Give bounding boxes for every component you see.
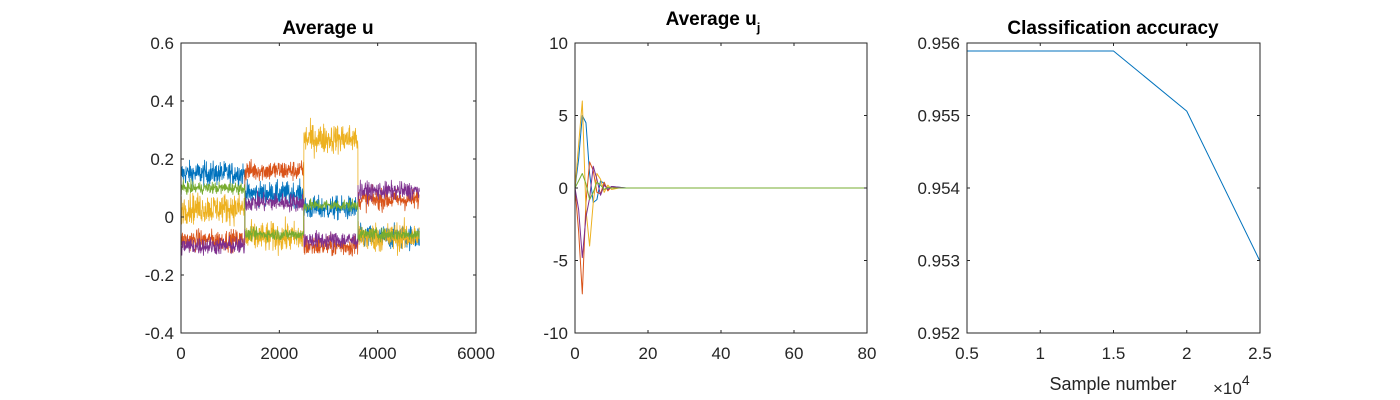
- y-tick-label: -0.4: [145, 324, 174, 343]
- multiplier-exponent: 4: [1242, 372, 1250, 388]
- axes-box: [180, 42, 477, 334]
- x-tick-label: 40: [712, 344, 731, 363]
- axes-box: [966, 42, 1261, 334]
- x-tick-label: 20: [639, 344, 658, 363]
- series-line-4: [180, 178, 420, 243]
- x-axis-multiplier: ×104: [1213, 372, 1250, 398]
- panel-classification-accuracy: Classification accuracy 0.5 1 1.5 2 2.5 0.952…: [917, 18, 1271, 398]
- x-tick-label: 1.5: [1102, 344, 1126, 363]
- x-axis-label: Sample number: [1049, 374, 1176, 394]
- ticks: 0.5 1 1.5 2 2.5 0.952 0.953 0.954 0.955 0.956: [917, 34, 1271, 363]
- panel-title: Average uj: [666, 9, 761, 35]
- y-tick-label: 0.2: [150, 150, 174, 169]
- series-line-3: [180, 179, 420, 256]
- y-tick-label: 0.956: [917, 34, 960, 53]
- x-tick-label: 2000: [260, 344, 298, 363]
- plot-lines: [967, 50, 1261, 262]
- y-tick-label: 5: [559, 107, 568, 126]
- x-tick-label: 0: [570, 344, 579, 363]
- plot-lines: [574, 100, 867, 295]
- x-tick-label: 0: [176, 344, 185, 363]
- ticks: 0 2000 4000 6000 -0.4 -0.2 0 0.2 0.4 0.6: [145, 34, 495, 363]
- series-line-0: [180, 159, 420, 252]
- series-line-0: [967, 50, 1261, 262]
- x-tick-label: 6000: [457, 344, 495, 363]
- panel-average-uj: Average uj 0 20 40 60 80 -10 -5 0 5 10: [543, 9, 876, 363]
- y-tick-label: 0.953: [917, 252, 960, 271]
- axes-box: [574, 42, 868, 334]
- panel-title: Classification accuracy: [1007, 18, 1219, 39]
- title-subscript: j: [756, 20, 761, 35]
- multiplier-base: ×10: [1213, 379, 1242, 398]
- y-tick-label: 0.6: [150, 34, 174, 53]
- ticks: 0 20 40 60 80 -10 -5 0 5 10: [543, 34, 876, 363]
- x-tick-label: 60: [785, 344, 804, 363]
- series-line-2: [180, 117, 420, 257]
- y-tick-label: 0.955: [917, 107, 960, 126]
- y-tick-label: 0: [165, 208, 174, 227]
- title-main: Average u: [666, 9, 757, 30]
- y-tick-label: -0.2: [145, 266, 174, 285]
- y-tick-label: -5: [553, 252, 568, 271]
- x-tick-label: 80: [858, 344, 877, 363]
- x-tick-label: 2.5: [1248, 344, 1272, 363]
- x-tick-label: 4000: [359, 344, 397, 363]
- plot-lines: [180, 117, 420, 257]
- y-tick-label: 0: [559, 179, 568, 198]
- y-tick-label: 0.952: [917, 324, 960, 343]
- y-tick-label: -10: [543, 324, 568, 343]
- x-tick-label: 0.5: [955, 344, 979, 363]
- series-line-4: [574, 173, 867, 201]
- panel-title: Average u: [282, 18, 373, 39]
- x-tick-label: 1: [1036, 344, 1045, 363]
- y-tick-label: 0.954: [917, 179, 960, 198]
- panel-average-u: Average u 0 2000 4000 6000 -0.4 -0.2 0 0.2 0.4 0.…: [145, 18, 495, 363]
- x-tick-label: 2: [1182, 344, 1191, 363]
- y-tick-label: 0.4: [150, 92, 174, 111]
- y-tick-label: 10: [549, 34, 568, 53]
